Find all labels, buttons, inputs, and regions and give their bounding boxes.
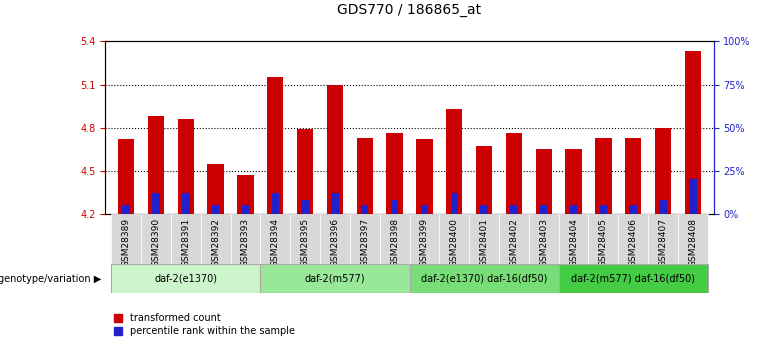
- Bar: [112, 214, 141, 264]
- Text: GSM28389: GSM28389: [122, 218, 131, 267]
- Bar: [122, 205, 130, 214]
- Text: GSM28395: GSM28395: [300, 218, 310, 267]
- Bar: [261, 264, 410, 293]
- Bar: [499, 214, 529, 264]
- Bar: [476, 146, 492, 214]
- Bar: [588, 214, 619, 264]
- Text: GSM28404: GSM28404: [569, 218, 578, 267]
- Text: GSM28406: GSM28406: [629, 218, 638, 267]
- Bar: [469, 214, 499, 264]
- Bar: [536, 149, 552, 214]
- Bar: [200, 214, 231, 264]
- Bar: [410, 264, 558, 293]
- Bar: [118, 139, 134, 214]
- Bar: [566, 149, 582, 214]
- Text: GSM28407: GSM28407: [658, 218, 668, 267]
- Text: GSM28399: GSM28399: [420, 218, 429, 267]
- Bar: [361, 205, 368, 214]
- Bar: [231, 214, 261, 264]
- Bar: [141, 214, 171, 264]
- Bar: [242, 205, 249, 214]
- Bar: [391, 200, 399, 214]
- Bar: [171, 214, 200, 264]
- Bar: [261, 214, 290, 264]
- Bar: [212, 205, 219, 214]
- Bar: [417, 139, 433, 214]
- Bar: [558, 214, 588, 264]
- Bar: [600, 205, 607, 214]
- Bar: [356, 138, 373, 214]
- Legend: transformed count, percentile rank within the sample: transformed count, percentile rank withi…: [110, 309, 299, 340]
- Bar: [320, 214, 350, 264]
- Text: GSM28405: GSM28405: [599, 218, 608, 267]
- Bar: [410, 214, 439, 264]
- Text: GSM28397: GSM28397: [360, 218, 369, 267]
- Text: GSM28398: GSM28398: [390, 218, 399, 267]
- Text: GSM28391: GSM28391: [181, 218, 190, 267]
- Bar: [182, 193, 190, 214]
- Text: GSM28403: GSM28403: [539, 218, 548, 267]
- Bar: [178, 119, 194, 214]
- Bar: [451, 193, 458, 214]
- Bar: [510, 205, 518, 214]
- Text: GSM28401: GSM28401: [480, 218, 488, 267]
- Bar: [540, 205, 548, 214]
- Bar: [625, 138, 641, 214]
- Bar: [570, 205, 577, 214]
- Text: GSM28396: GSM28396: [331, 218, 339, 267]
- Text: GSM28400: GSM28400: [450, 218, 459, 267]
- Bar: [619, 214, 648, 264]
- Bar: [689, 179, 697, 214]
- Bar: [678, 214, 707, 264]
- Text: GSM28390: GSM28390: [151, 218, 161, 267]
- Text: daf-2(e1370) daf-16(df50): daf-2(e1370) daf-16(df50): [421, 274, 548, 284]
- Bar: [558, 264, 707, 293]
- Bar: [629, 205, 637, 214]
- Bar: [350, 214, 380, 264]
- Bar: [237, 175, 254, 214]
- Bar: [685, 51, 701, 214]
- Bar: [112, 264, 261, 293]
- Bar: [659, 200, 667, 214]
- Bar: [420, 205, 428, 214]
- Bar: [529, 214, 558, 264]
- Bar: [386, 134, 402, 214]
- Bar: [147, 116, 165, 214]
- Text: GSM28394: GSM28394: [271, 218, 280, 267]
- Bar: [654, 128, 672, 214]
- Bar: [480, 205, 488, 214]
- Text: GDS770 / 186865_at: GDS770 / 186865_at: [338, 3, 481, 17]
- Text: GSM28402: GSM28402: [509, 218, 519, 267]
- Bar: [380, 214, 410, 264]
- Bar: [267, 77, 283, 214]
- Text: daf-2(e1370): daf-2(e1370): [154, 274, 218, 284]
- Bar: [505, 134, 522, 214]
- Bar: [648, 214, 678, 264]
- Bar: [301, 200, 309, 214]
- Bar: [290, 214, 320, 264]
- Bar: [439, 214, 469, 264]
- Text: daf-2(m577) daf-16(df50): daf-2(m577) daf-16(df50): [571, 274, 695, 284]
- Bar: [446, 109, 463, 214]
- Bar: [595, 138, 612, 214]
- Bar: [327, 85, 343, 214]
- Text: GSM28393: GSM28393: [241, 218, 250, 267]
- Bar: [152, 193, 160, 214]
- Text: GSM28408: GSM28408: [688, 218, 697, 267]
- Text: daf-2(m577): daf-2(m577): [305, 274, 365, 284]
- Text: GSM28392: GSM28392: [211, 218, 220, 267]
- Bar: [271, 193, 279, 214]
- Text: genotype/variation ▶: genotype/variation ▶: [0, 274, 101, 284]
- Bar: [332, 193, 339, 214]
- Bar: [207, 164, 224, 214]
- Bar: [297, 129, 314, 214]
